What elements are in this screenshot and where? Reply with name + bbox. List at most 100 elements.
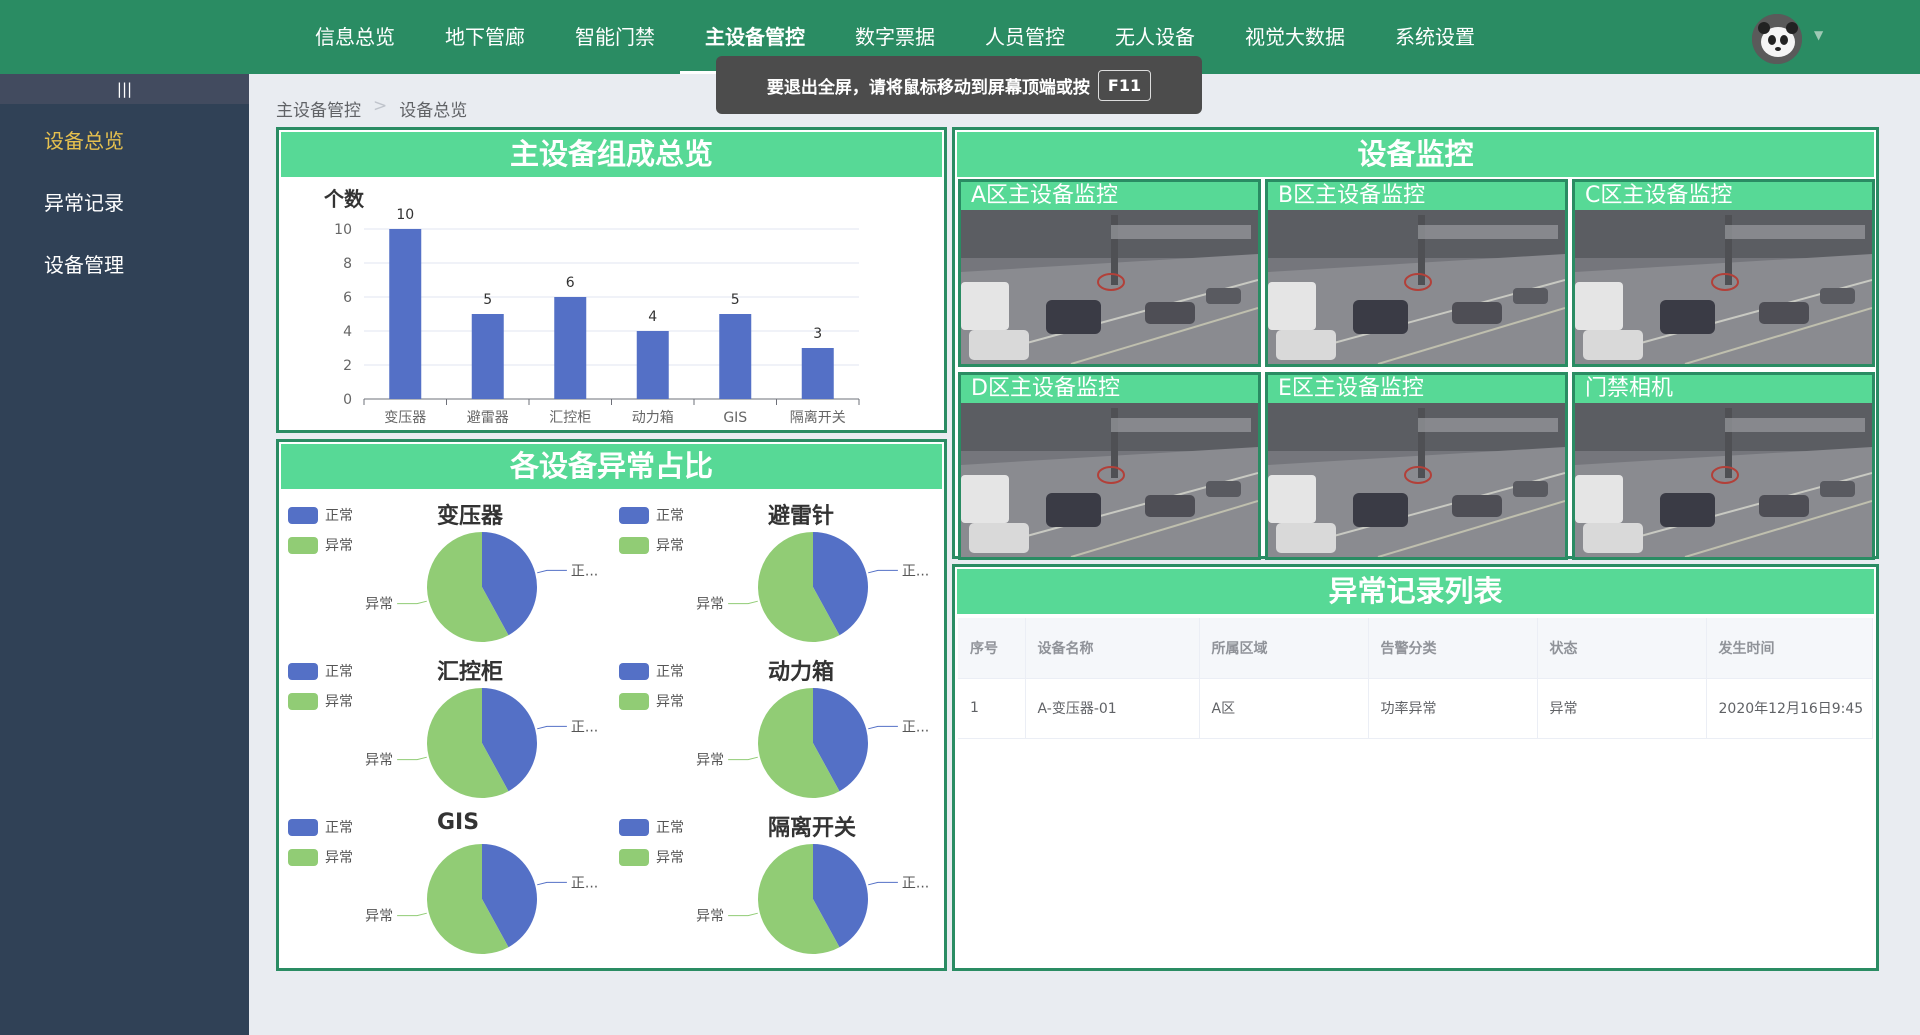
legend-item[interactable]: 异常 [619, 842, 684, 872]
legend-label: 正常 [656, 820, 684, 836]
pie-chart-cell: 正... 异常 正常 异常 变压器 [282, 494, 612, 649]
top-nav-menu: 信息总览 地下管廊 智能门禁 主设备管控 数字票据 人员管控 无人设备 视觉大数… [290, 0, 1500, 74]
legend-item[interactable]: 异常 [619, 686, 684, 716]
x-tick-label: 变压器 [384, 410, 426, 426]
camera-feed-image [1268, 403, 1565, 557]
nav-item-system-settings[interactable]: 系统设置 [1395, 25, 1475, 49]
pie-slice[interactable] [757, 844, 840, 954]
legend-swatch [288, 662, 318, 680]
camera-tile[interactable]: A区主设备监控 [958, 179, 1261, 367]
camera-grid: A区主设备监控 B区主设备监控 [958, 179, 1875, 560]
pie-slice-label: 异常 [365, 597, 393, 613]
pie-slice[interactable] [426, 688, 509, 798]
bar[interactable] [471, 314, 504, 399]
records-panel: 异常记录列表 序号 设备名称 所属区域 告警分类 状态 发生时间 1 A-变压器… [952, 564, 1879, 971]
bar[interactable] [801, 348, 834, 399]
breadcrumb-separator-icon: > [373, 96, 388, 116]
legend-swatch [288, 506, 318, 524]
composition-panel-title: 主设备组成总览 [281, 132, 942, 177]
sidebar-item-abnormal-records[interactable]: 异常记录 [44, 191, 124, 215]
legend-item[interactable]: 正常 [288, 500, 353, 530]
pie-chart-cell: 正... 异常 正常 异常 避雷针 [613, 494, 943, 649]
chevron-down-icon[interactable]: ▼ [1814, 28, 1824, 42]
camera-feed-image [961, 403, 1258, 557]
legend-item[interactable]: 正常 [619, 500, 684, 530]
bar[interactable] [636, 331, 669, 399]
pie-slice-label: 正... [571, 875, 598, 891]
pie-slice[interactable] [757, 688, 840, 798]
user-avatar[interactable] [1752, 14, 1802, 64]
nav-item-digital-ticket[interactable]: 数字票据 [855, 25, 935, 49]
camera-tile[interactable]: E区主设备监控 [1265, 372, 1568, 560]
camera-tile[interactable]: C区主设备监控 [1572, 179, 1875, 367]
toast-text: 要退出全屏，请将鼠标移动到屏幕顶端或按 [766, 77, 1090, 98]
bar-value-label: 10 [396, 207, 414, 223]
pie-slice[interactable] [482, 844, 537, 948]
legend-swatch [619, 536, 649, 554]
device-count-bar-chart: 个数 0 2 4 6 8 10 10 变压器 5 避雷器 6 汇控柜 4 动力箱 5 GIS 3 隔离开关 [323, 187, 860, 426]
sidebar-item-device-overview[interactable]: 设备总览 [44, 129, 124, 153]
camera-feed-image [1575, 403, 1872, 557]
camera-label: E区主设备监控 [1278, 376, 1424, 401]
pie-slice[interactable] [813, 688, 868, 792]
camera-tile[interactable]: B区主设备监控 [1265, 179, 1568, 367]
collapse-menu-icon[interactable]: ||| [0, 74, 249, 104]
pie-slice[interactable] [813, 532, 868, 636]
legend-item[interactable]: 异常 [288, 530, 353, 560]
pie-slice[interactable] [757, 532, 840, 642]
column-header-index: 序号 [958, 618, 1026, 679]
camera-tile[interactable]: 门禁相机 [1572, 372, 1875, 560]
camera-label: 门禁相机 [1585, 376, 1674, 401]
nav-item-unmanned-device[interactable]: 无人设备 [1115, 25, 1195, 49]
legend-swatch [619, 506, 649, 524]
legend-item[interactable]: 正常 [619, 812, 684, 842]
bar[interactable] [554, 297, 587, 399]
legend-label: 正常 [656, 664, 684, 680]
pie-label-line [728, 756, 758, 761]
legend-item[interactable]: 正常 [288, 812, 353, 842]
nav-item-access-control[interactable]: 智能门禁 [575, 25, 655, 49]
cell-index: 1 [958, 678, 1026, 739]
pie-slice[interactable] [426, 844, 509, 954]
pie-slice-label: 异常 [365, 753, 393, 769]
sidebar-item-device-management[interactable]: 设备管理 [44, 253, 124, 277]
nav-item-visual-bigdata[interactable]: 视觉大数据 [1245, 25, 1345, 49]
legend-item[interactable]: 正常 [619, 656, 684, 686]
legend-label: 异常 [325, 694, 353, 710]
pie-slice[interactable] [482, 532, 537, 636]
legend-label: 异常 [325, 850, 353, 866]
pie-label-line [537, 569, 567, 574]
pie-label-line [397, 912, 427, 917]
legend-item[interactable]: 异常 [288, 686, 353, 716]
camera-feed-image [1268, 210, 1565, 364]
legend-label: 异常 [656, 694, 684, 710]
y-tick-label: 8 [343, 256, 352, 272]
legend-item[interactable]: 异常 [288, 842, 353, 872]
column-header-alarm-type: 告警分类 [1368, 618, 1538, 679]
camera-tile[interactable]: D区主设备监控 [958, 372, 1261, 560]
column-header-status: 状态 [1537, 618, 1707, 679]
pie-chart: 正... 异常 [696, 532, 929, 642]
legend-item[interactable]: 异常 [619, 530, 684, 560]
bar[interactable] [719, 314, 752, 399]
pie-chart: 正... 异常 [696, 844, 929, 954]
pie-slice[interactable] [426, 532, 509, 642]
pie-chart-title: 隔离开关 [768, 816, 857, 841]
pie-slice[interactable] [813, 844, 868, 948]
legend-item[interactable]: 正常 [288, 656, 353, 686]
pie-label-line [397, 600, 427, 605]
column-header-time: 发生时间 [1706, 618, 1873, 679]
pie-label-line [397, 756, 427, 761]
y-tick-label: 6 [343, 290, 352, 306]
nav-item-utility-tunnel[interactable]: 地下管廊 [445, 25, 525, 49]
nav-item-overview[interactable]: 信息总览 [315, 25, 395, 49]
pie-legend: 正常异常 [288, 656, 353, 716]
nav-item-personnel[interactable]: 人员管控 [985, 25, 1065, 49]
bar[interactable] [389, 229, 422, 399]
breadcrumb-item-main-equipment[interactable]: 主设备管控 [276, 101, 361, 121]
pie-legend: 正常 异常 [619, 500, 684, 560]
column-header-device-name: 设备名称 [1025, 618, 1200, 679]
bar-value-label: 4 [648, 309, 657, 325]
pie-slice[interactable] [482, 688, 537, 792]
table-row[interactable]: 1 A-变压器-01 A区 功率异常 异常 2020年12月16日9:45 [958, 678, 1873, 739]
